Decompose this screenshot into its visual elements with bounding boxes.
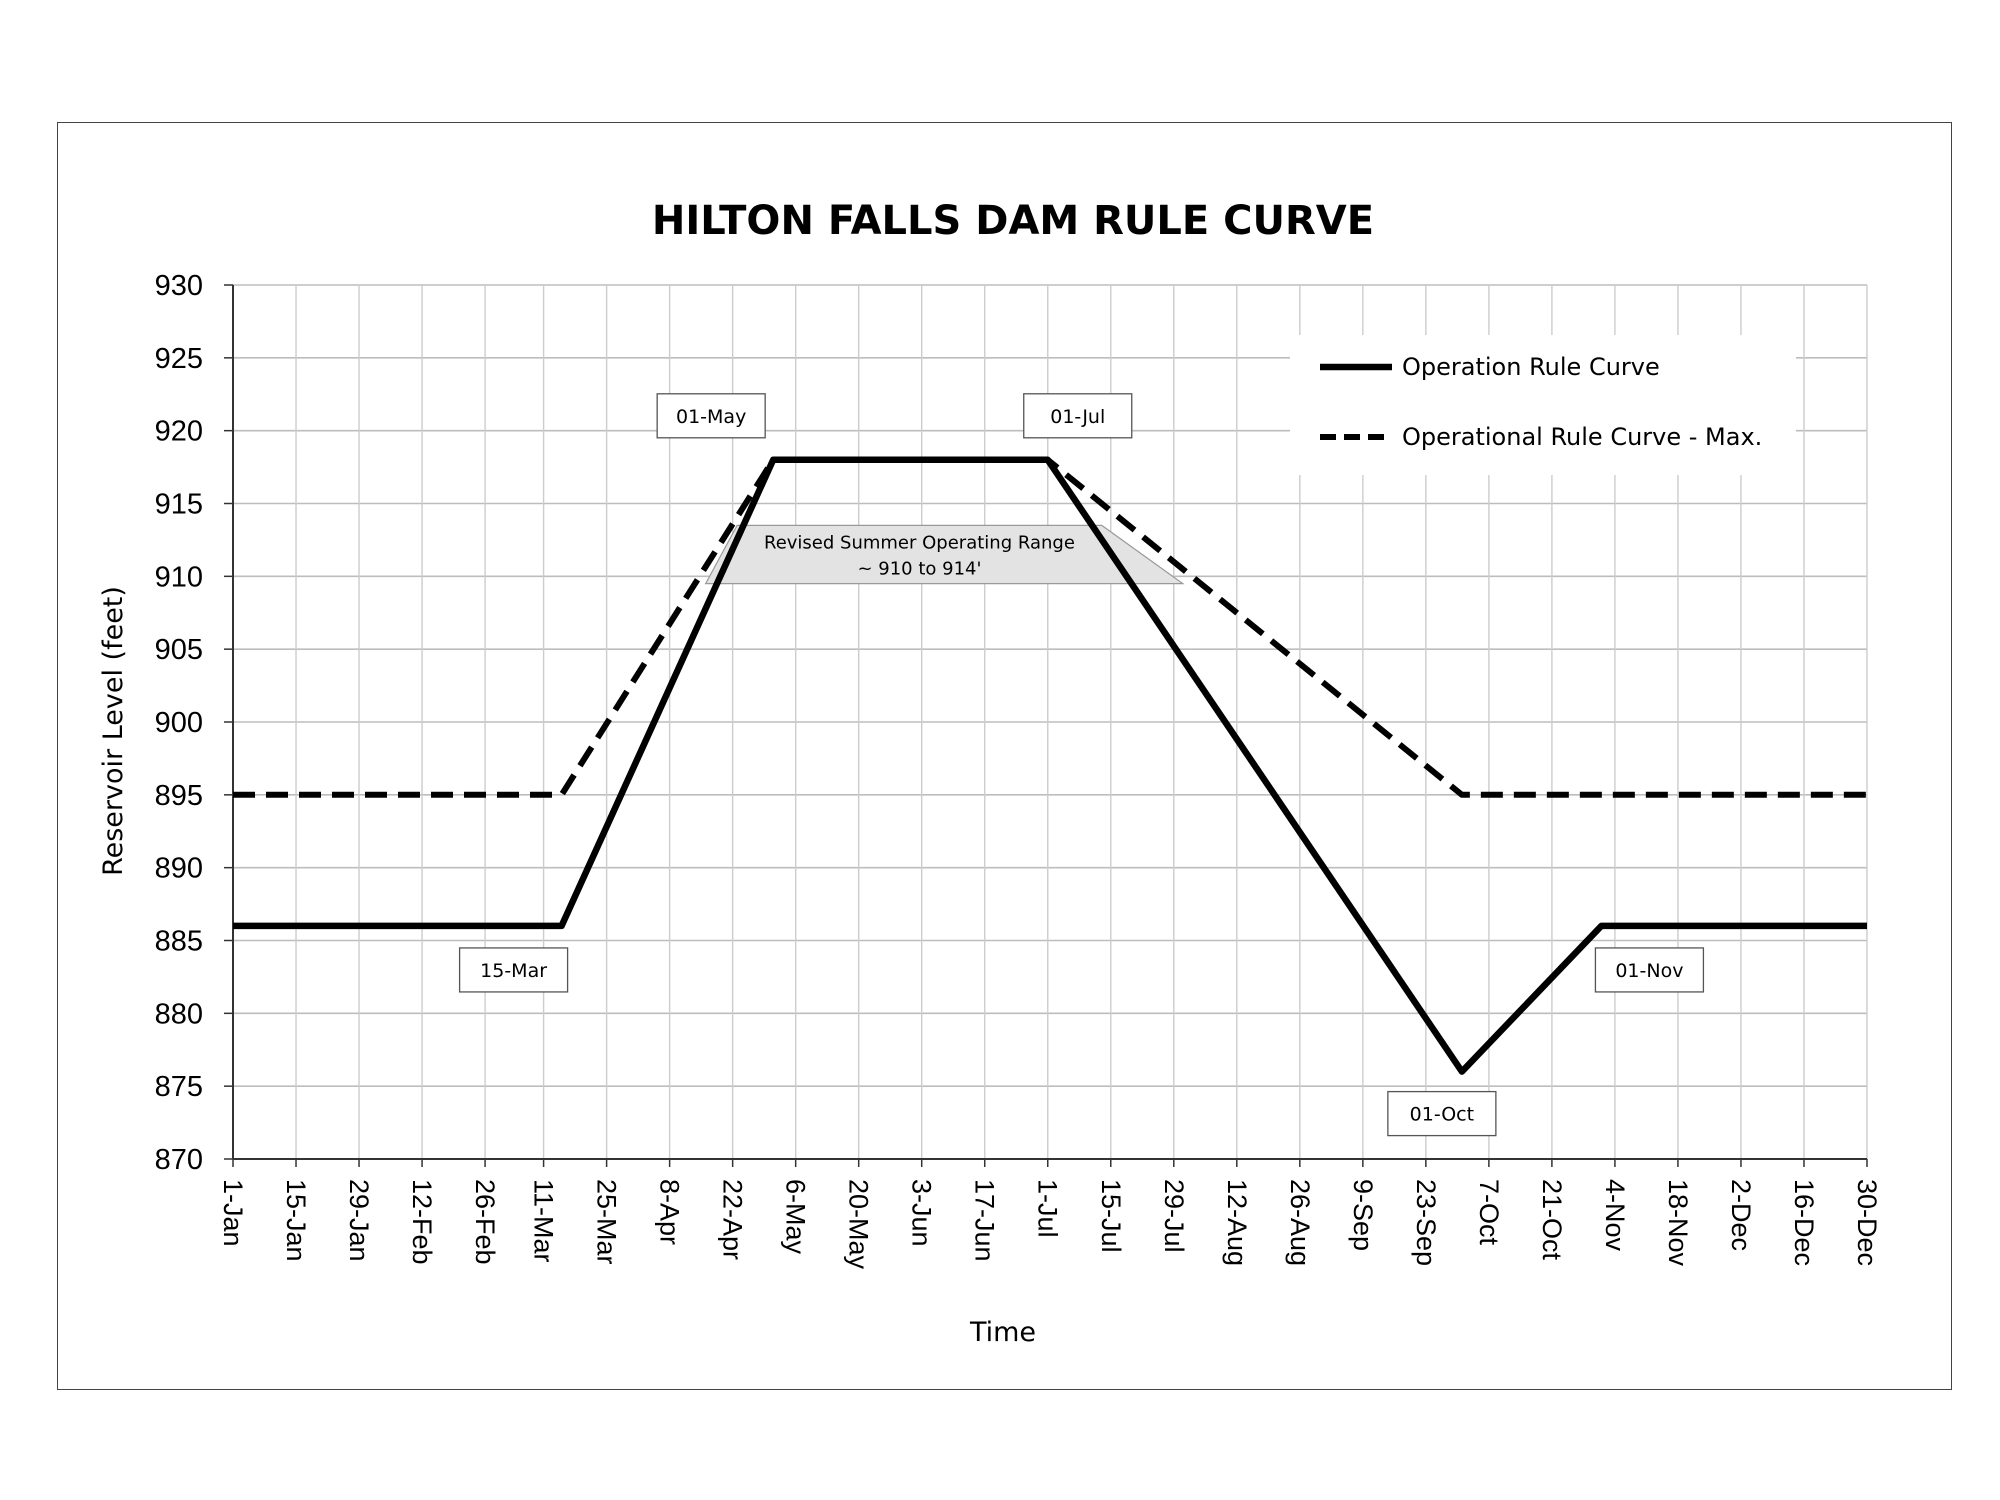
- x-tick-label: 12-Feb: [407, 1179, 437, 1265]
- x-tick-label: 4-Nov: [1600, 1179, 1630, 1252]
- x-tick-label: 21-Oct: [1537, 1179, 1567, 1261]
- x-tick-label: 11-Mar: [529, 1179, 559, 1263]
- date-callout-box: [1387, 1090, 1497, 1137]
- date-callout: 01-Nov: [1594, 947, 1705, 993]
- y-tick-label: 880: [155, 998, 203, 1030]
- x-tick-label: 6-May: [781, 1179, 811, 1255]
- series-layer: [233, 456, 1867, 1075]
- y-tick-label: 900: [155, 707, 203, 739]
- x-tick-label: 22-Apr: [718, 1179, 748, 1260]
- operating-range-band: [704, 524, 1185, 585]
- date-callout-label: 01-Nov: [1615, 960, 1683, 982]
- x-tick-label: 25-Mar: [592, 1179, 622, 1265]
- y-tick-label: 920: [155, 416, 203, 448]
- x-tick-label: 18-Nov: [1663, 1179, 1693, 1267]
- y-tick-label: 885: [155, 926, 203, 958]
- date-callout: 01-Oct: [1387, 1090, 1497, 1137]
- x-tick-label: 15-Jan: [281, 1179, 311, 1262]
- legend-box: [1290, 335, 1796, 475]
- date-callout-box: [1594, 947, 1705, 993]
- x-tick-label: 29-Jan: [344, 1179, 374, 1262]
- x-tick-label: 23-Sep: [1411, 1179, 1441, 1266]
- y-tick-label: 925: [155, 343, 203, 375]
- x-axis-title: Time: [969, 1317, 1036, 1348]
- y-axis-title: Reservoir Level (feet): [98, 586, 129, 876]
- y-tick-label: 915: [155, 489, 203, 521]
- x-tick-label: 1-Jan: [218, 1179, 248, 1247]
- chart-title: HILTON FALLS DAM RULE CURVE: [652, 198, 1374, 244]
- x-tick-label: 8-Apr: [655, 1179, 685, 1245]
- x-tick-label: 29-Jul: [1159, 1179, 1189, 1253]
- x-tick-label: 16-Dec: [1789, 1179, 1819, 1266]
- y-tick-label: 930: [155, 270, 203, 302]
- date-callout: 15-Mar: [458, 947, 569, 993]
- x-tick-label: 9-Sep: [1348, 1179, 1378, 1251]
- callout-layer: 01-May 01-Jul 15-Mar 01-Nov 01-Oct: [458, 393, 1705, 1137]
- date-callout-label: 15-Mar: [480, 960, 547, 982]
- grid-layer: [232, 284, 1868, 1160]
- y-tick-label: 870: [155, 1144, 203, 1176]
- y-tick-label: 910: [155, 561, 203, 593]
- legend-label: Operational Rule Curve - Max.: [1402, 423, 1762, 451]
- x-axis: 1-Jan 15-Jan 29-Jan 12-Feb 26-Feb 11-Mar 25-Ma…: [218, 1158, 1882, 1270]
- x-tick-label: 30-Dec: [1852, 1179, 1882, 1266]
- date-callout-label: 01-Oct: [1410, 1104, 1474, 1126]
- x-tick-label: 20-May: [844, 1179, 874, 1270]
- x-tick-label: 1-Jul: [1033, 1179, 1063, 1238]
- y-tick-label: 905: [155, 634, 203, 666]
- range-layer: Revised Summer Operating Range ~ 910 to 9…: [704, 524, 1185, 585]
- date-callout: 01-May: [656, 393, 766, 439]
- operation-rule-curve-line: [233, 456, 1867, 1075]
- date-callout-label: 01-Jul: [1050, 406, 1105, 428]
- y-tick-label: 895: [155, 780, 203, 812]
- x-tick-label: 3-Jun: [907, 1179, 937, 1247]
- legend-label: Operation Rule Curve: [1402, 353, 1660, 381]
- date-callout: 01-Jul: [1023, 393, 1133, 439]
- x-tick-label: 26-Feb: [470, 1179, 500, 1265]
- y-axis: 870 875 880 885 890 895 900 905 910 915 920 925 930: [155, 270, 234, 1176]
- y-tick-label: 890: [155, 853, 203, 885]
- x-tick-label: 2-Dec: [1726, 1179, 1756, 1251]
- y-tick-label: 875: [155, 1071, 203, 1103]
- operating-range-values: ~ 910 to 914': [857, 558, 981, 579]
- x-tick-label: 26-Aug: [1285, 1179, 1315, 1266]
- operating-range-label: Revised Summer Operating Range: [764, 532, 1075, 553]
- x-tick-label: 17-Jun: [970, 1179, 1000, 1262]
- date-callout-box: [1023, 393, 1133, 439]
- max-rule-curve-line: [233, 456, 1867, 798]
- x-tick-label: 15-Jul: [1096, 1179, 1126, 1253]
- legend: Operation Rule Curve Operational Rule Cur…: [1290, 335, 1796, 475]
- chart-frame: [57, 122, 1952, 1390]
- date-callout-box: [656, 393, 766, 439]
- date-callout-label: 01-May: [676, 406, 746, 428]
- x-tick-label: 7-Oct: [1474, 1179, 1504, 1246]
- date-callout-box: [458, 947, 569, 993]
- x-tick-label: 12-Aug: [1222, 1179, 1252, 1266]
